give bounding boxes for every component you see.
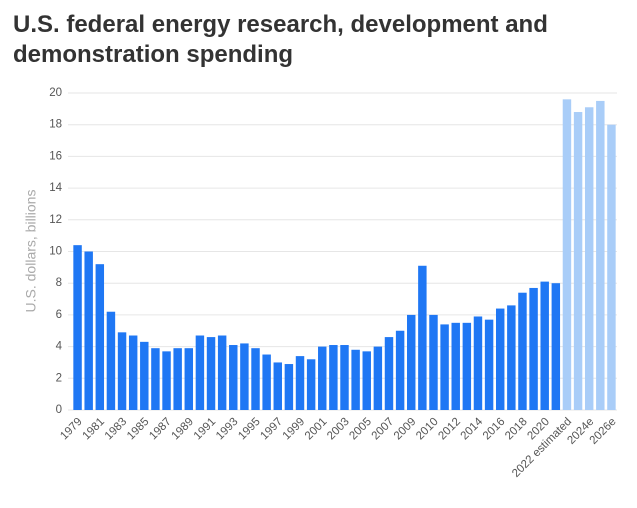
x-tick-label: 1997	[258, 416, 285, 443]
y-tick-label: 16	[49, 150, 62, 162]
x-tick-label: 2018	[503, 416, 530, 443]
y-tick-label: 6	[56, 309, 62, 321]
y-tick-label: 0	[56, 404, 62, 416]
x-tick-label: 1995	[236, 416, 263, 443]
bar	[329, 345, 338, 410]
bar	[151, 348, 160, 410]
x-tick-label: 1991	[192, 416, 219, 443]
bar	[596, 100, 605, 411]
bar	[362, 351, 371, 410]
bar	[429, 314, 438, 410]
x-tick-label: 1987	[147, 416, 174, 443]
bar	[284, 364, 294, 410]
bar	[162, 351, 171, 410]
x-tick-label: 2010	[414, 416, 441, 443]
y-tick-label: 20	[49, 87, 62, 99]
x-tick-label: 1983	[103, 416, 130, 443]
y-tick-label: 14	[49, 182, 62, 194]
bar	[95, 264, 105, 410]
y-tick-label: 18	[49, 119, 62, 131]
bar	[373, 346, 383, 410]
bar	[551, 283, 561, 410]
bar	[84, 251, 93, 410]
bar	[128, 335, 138, 410]
y-tick-label: 8	[56, 277, 62, 289]
y-tick-label: 4	[56, 341, 63, 353]
bar	[451, 322, 460, 410]
bar	[251, 348, 260, 410]
bar	[351, 349, 360, 410]
y-tick-label: 12	[49, 214, 62, 226]
bar	[106, 311, 116, 410]
bar	[473, 316, 483, 410]
x-tick-label: 1979	[58, 416, 85, 443]
bar	[206, 337, 216, 410]
bar	[184, 348, 194, 410]
y-axis-label: U.S. dollars, billions	[23, 190, 39, 313]
bar	[507, 305, 516, 410]
bar	[117, 332, 127, 410]
bar	[395, 330, 405, 410]
x-tick-label: 2012	[436, 416, 463, 443]
bar	[573, 112, 583, 411]
x-tick-label: 2003	[325, 416, 352, 443]
bar	[540, 281, 549, 410]
bar	[418, 265, 427, 410]
x-tick-label: 1993	[214, 416, 241, 443]
bar	[340, 345, 349, 410]
bar	[584, 107, 594, 410]
bar	[318, 346, 327, 410]
bar	[195, 335, 205, 410]
bar	[462, 322, 472, 410]
bar	[295, 356, 305, 410]
x-tick-label: 1985	[125, 416, 152, 443]
bar	[273, 362, 282, 410]
x-tick-label: 2009	[392, 416, 419, 443]
bar	[306, 359, 316, 410]
y-tick-label: 10	[49, 246, 62, 258]
bar	[73, 245, 82, 410]
bar	[518, 292, 527, 410]
x-tick-label: 2014	[459, 415, 486, 442]
bar	[440, 324, 449, 410]
x-tick-label: 1981	[80, 416, 107, 443]
bar	[384, 337, 394, 410]
x-tick-label: 1989	[169, 416, 196, 443]
x-tick-label: 1999	[281, 416, 308, 443]
bar	[262, 354, 271, 410]
bar	[229, 345, 238, 410]
bar	[140, 341, 149, 410]
chart-title: U.S. federal energy research, developmen…	[13, 11, 548, 68]
bar	[240, 343, 249, 410]
bar	[173, 348, 182, 410]
x-tick-label: 2016	[481, 416, 508, 443]
x-tick-label: 2001	[303, 416, 330, 443]
x-tick-label: 2007	[370, 416, 397, 443]
bar	[562, 99, 572, 410]
bar	[607, 124, 616, 410]
x-tick-label: 2005	[347, 416, 374, 443]
bar	[407, 314, 416, 410]
bar	[495, 308, 505, 410]
bar	[484, 319, 494, 410]
bar	[529, 287, 538, 410]
bar	[217, 335, 227, 410]
y-tick-label: 2	[56, 372, 62, 384]
